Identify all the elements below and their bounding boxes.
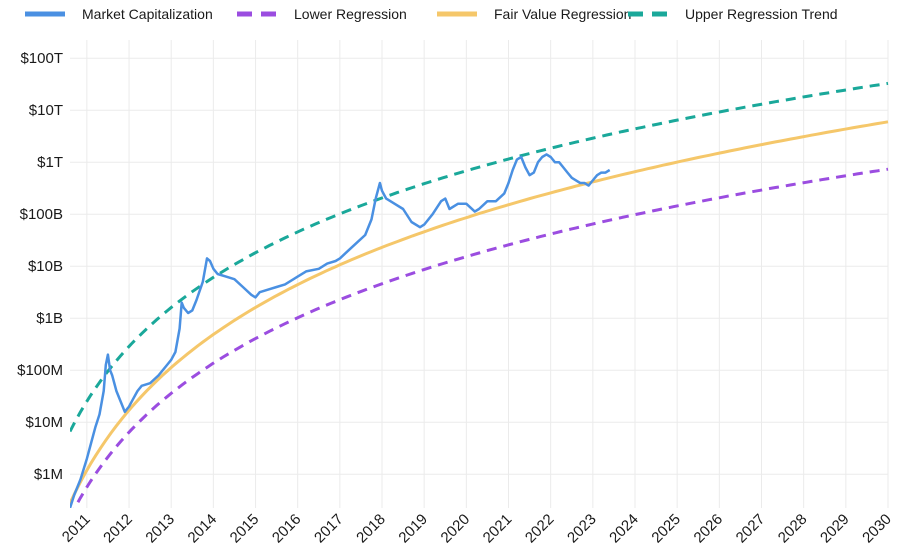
x-tick-label: 2014 [185, 511, 221, 547]
series-line-upper-regression-trend [70, 81, 889, 433]
y-tick-label: $10M [25, 414, 63, 431]
grid [70, 40, 889, 508]
x-tick-label: 2016 [269, 511, 305, 547]
series-line-lower-regression [73, 167, 889, 508]
x-tick-label: 2018 [353, 511, 389, 547]
y-tick-label: $100B [20, 206, 63, 223]
y-tick-label: $1T [37, 154, 63, 171]
legend-label: Market Capitalization [82, 6, 213, 22]
x-tick-label: 2028 [775, 511, 811, 547]
x-tick-label: 2024 [606, 511, 642, 547]
y-tick-label: $1B [36, 310, 63, 327]
x-tick-label: 2015 [227, 511, 263, 547]
x-tick-label: 2013 [142, 511, 178, 547]
x-axis: 2011 2012 2013 2014 2015 2016 2017 2018 2019 2020… [59, 511, 895, 547]
x-tick-label: 2020 [438, 511, 474, 547]
y-tick-label: $1M [34, 466, 63, 483]
x-tick-label: 2012 [100, 511, 136, 547]
x-tick-label: 2027 [733, 511, 769, 547]
legend-label: Fair Value Regression [494, 6, 631, 22]
series-group [70, 81, 889, 508]
x-tick-label: 2022 [522, 511, 558, 547]
x-tick-label: 2019 [395, 511, 431, 547]
series-line-market-capitalization [70, 153, 611, 508]
y-tick-label: $10B [28, 258, 63, 275]
y-axis: $1M $10M $100M $1B $10B $100B $1T $10T $100T [17, 50, 63, 483]
x-tick-label: 2021 [480, 511, 516, 547]
y-tick-label: $100M [17, 362, 63, 379]
x-tick-label: 2029 [817, 511, 853, 547]
legend: Market Capitalization Lower Regression Fai… [25, 6, 838, 22]
x-tick-label: 2011 [59, 511, 94, 546]
y-tick-label: $100T [20, 50, 63, 67]
x-tick-label: 2025 [648, 511, 684, 547]
x-tick-label: 2023 [564, 511, 600, 547]
legend-label: Lower Regression [294, 6, 407, 22]
y-tick-label: $10T [29, 102, 63, 119]
x-tick-label: 2017 [311, 511, 347, 547]
x-tick-label: 2030 [859, 511, 895, 547]
series-line-fair-value-regression [70, 120, 889, 504]
x-tick-label: 2026 [691, 511, 727, 547]
legend-label: Upper Regression Trend [685, 6, 838, 22]
